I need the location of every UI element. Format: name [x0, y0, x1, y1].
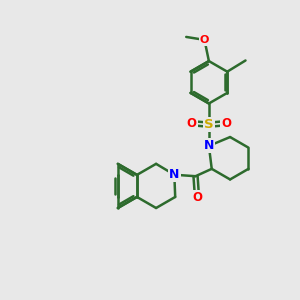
Text: S: S [204, 118, 214, 131]
Text: O: O [200, 35, 209, 45]
Text: O: O [221, 117, 231, 130]
Text: O: O [192, 191, 202, 204]
Text: N: N [169, 168, 179, 181]
Text: N: N [204, 140, 214, 152]
Text: O: O [187, 117, 197, 130]
